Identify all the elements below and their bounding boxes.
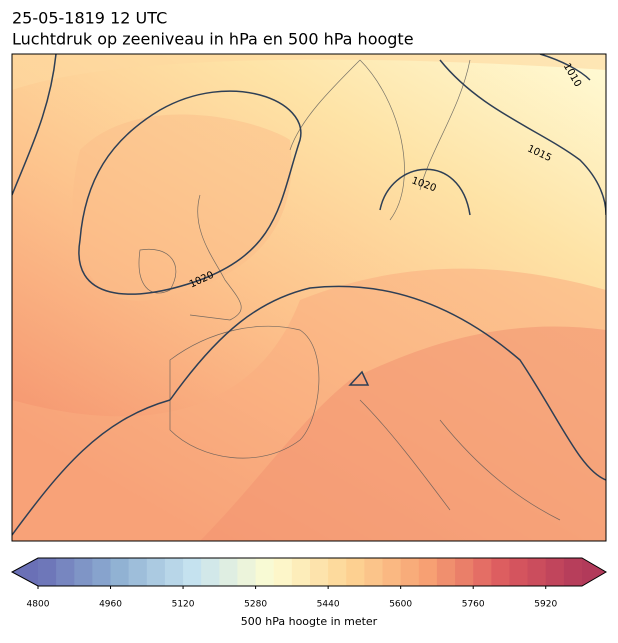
colorbar-band [545, 558, 565, 586]
colorbar-tick-label: 4800 [27, 600, 50, 610]
colorbar-band [328, 558, 347, 586]
colorbar-tick-label: 5920 [534, 600, 557, 610]
colorbar-tick-label: 4960 [99, 600, 122, 610]
colorbar-band [74, 558, 93, 586]
colorbar-outline [10, 557, 607, 587]
map-frame [11, 53, 607, 542]
colorbar: 4800 4960 5120 5280 5440 5600 5760 5920 [10, 557, 607, 610]
pressure-contours [12, 54, 606, 536]
height-band [72, 114, 292, 301]
colorbar-tick-label: 5120 [172, 600, 195, 610]
colorbar-band [418, 558, 438, 586]
colorbar-band [491, 558, 510, 586]
colorbar-extend-low [12, 558, 38, 586]
colorbar-band [455, 558, 474, 586]
colorbar-band [509, 558, 529, 586]
colorbar-band [255, 558, 275, 586]
subtitle: Luchtdruk op zeeniveau in hPa en 500 hPa… [12, 30, 414, 49]
title: 25-05-1819 12 UTC [12, 9, 167, 28]
colorbar-tick-label: 5440 [317, 600, 340, 610]
height-band [12, 54, 606, 90]
map: 1020 1010 1015 1020 [12, 54, 606, 541]
colorbar-band [237, 558, 257, 586]
colorbar-band [346, 558, 365, 586]
colorbar-band [219, 558, 238, 586]
colorbar-label: 500 hPa hoogte in meter [241, 615, 378, 628]
colorbar-band [164, 558, 184, 586]
colorbar-band [563, 558, 583, 586]
colorbar-band [473, 558, 492, 586]
colorbar-band [400, 558, 420, 586]
colorbar-band [38, 558, 57, 586]
colorbar-band [201, 558, 220, 586]
colorbar-band [128, 558, 148, 586]
colorbar-band [56, 558, 75, 586]
colorbar-tick-label: 5280 [244, 600, 267, 610]
colorbar-band [436, 558, 456, 586]
coastlines [138, 59, 561, 521]
colorbar-tick-label: 5760 [462, 600, 485, 610]
colorbar-tick-label: 5600 [389, 600, 412, 610]
colorbar-band [527, 558, 547, 586]
colorbar-band [310, 558, 329, 586]
colorbar-band [146, 558, 166, 586]
colorbar-band [291, 558, 311, 586]
colorbar-band [364, 558, 384, 586]
colorbar-band [382, 558, 402, 586]
height-band [200, 326, 606, 541]
colorbar-band [183, 558, 202, 586]
colorbar-band [273, 558, 293, 586]
colorbar-extend-high [582, 558, 606, 586]
colorbar-band [92, 558, 112, 586]
colorbar-band [110, 558, 130, 586]
